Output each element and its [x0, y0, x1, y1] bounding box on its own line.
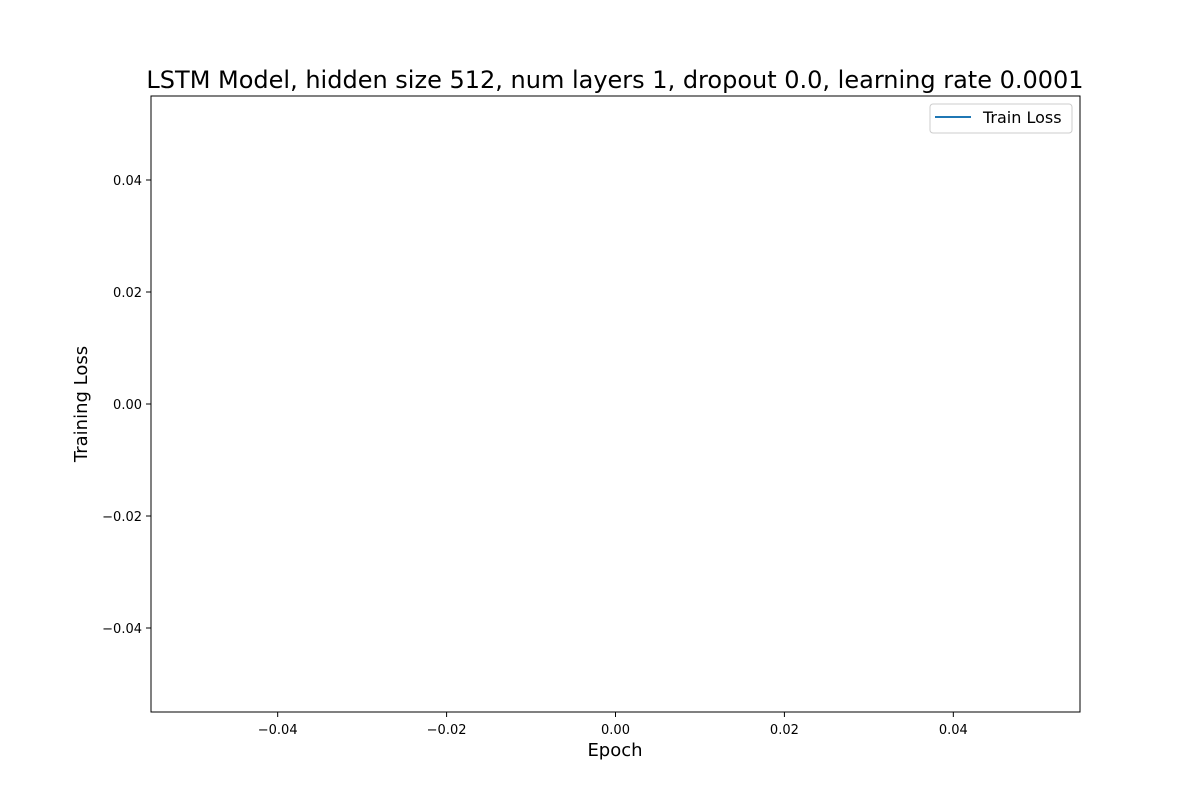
y-tick-label: −0.02	[102, 510, 142, 525]
legend: Train Loss	[929, 103, 1073, 134]
y-axis-ticks: −0.04 −0.02 0.00 0.02 0.04	[102, 174, 151, 637]
x-axis-title: Epoch	[587, 740, 642, 761]
chart-title: LSTM Model, hidden size 512, num layers …	[146, 66, 1083, 94]
y-tick-label: 0.00	[113, 398, 142, 413]
x-tick-label: −0.04	[258, 723, 298, 738]
legend-box	[929, 103, 1073, 134]
x-tick-label: 0.04	[939, 723, 968, 738]
x-axis-ticks: −0.04 −0.02 0.00 0.02 0.04	[258, 712, 968, 738]
plot-area: −0.04 −0.02 0.00 0.02 0.04 −0.04 −0.02 0.00 0.0…	[102, 95, 1081, 738]
y-tick-label: 0.02	[113, 286, 142, 301]
x-tick-label: −0.02	[427, 723, 467, 738]
x-tick-label: 0.02	[770, 723, 799, 738]
y-axis-title: Training Loss	[71, 346, 92, 463]
y-tick-label: 0.04	[113, 174, 142, 189]
plot-frame	[150, 95, 1081, 713]
legend-label-train-loss: Train Loss	[982, 108, 1062, 127]
y-tick-label: −0.04	[102, 622, 142, 637]
x-tick-label: 0.00	[601, 723, 630, 738]
